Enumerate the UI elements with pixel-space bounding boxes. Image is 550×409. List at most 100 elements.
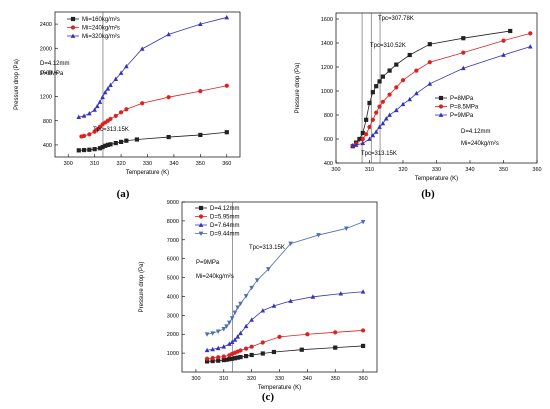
- marker-triangle-down: [316, 233, 321, 238]
- marker-circle: [198, 214, 204, 219]
- marker-triangle: [360, 289, 366, 294]
- marker-circle: [438, 104, 444, 109]
- marker-triangle: [243, 323, 249, 329]
- marker-triangle: [380, 120, 386, 126]
- x-tick-label: 330: [432, 167, 441, 173]
- marker-circle: [414, 68, 419, 73]
- y-tick-label: 1000: [321, 89, 333, 95]
- x-axis-label: Temperature (K): [126, 170, 169, 176]
- marker-triangle-down: [215, 329, 221, 334]
- marker-triangle: [350, 143, 356, 148]
- legend-label: D=7.64mm: [210, 223, 240, 229]
- marker-square: [81, 147, 87, 153]
- marker-triangle: [81, 113, 87, 118]
- marker-triangle: [92, 107, 97, 112]
- marker-triangle: [113, 76, 119, 81]
- y-tick-label: 6000: [167, 257, 179, 263]
- x-tick-label: 330: [275, 376, 284, 382]
- marker-triangle-down: [238, 301, 243, 307]
- marker-triangle: [215, 345, 221, 351]
- marker-circle: [374, 110, 379, 115]
- marker-square: [427, 42, 432, 47]
- x-tick-label: 310: [365, 167, 374, 173]
- marker-triangle-down: [254, 278, 260, 283]
- marker-circle: [260, 340, 265, 345]
- marker-triangle-down: [249, 285, 254, 291]
- marker-circle: [528, 31, 533, 36]
- marker-triangle: [166, 31, 171, 37]
- marker-triangle: [460, 65, 466, 71]
- marker-circle: [70, 25, 76, 30]
- y-tick-label: 800: [43, 119, 52, 125]
- legend: D=4.12mm D=5.95mm D=7.64mm D=9.44mm: [195, 205, 240, 238]
- y-tick-label: 2000: [40, 46, 52, 52]
- legend-label: P=9MPa: [450, 113, 474, 119]
- marker-circle: [216, 355, 221, 360]
- plot-frame: [335, 12, 538, 164]
- marker-square: [364, 117, 369, 122]
- marker-square: [407, 52, 412, 58]
- marker-square: [387, 68, 392, 73]
- marker-triangle: [76, 114, 82, 120]
- marker-square: [380, 74, 385, 79]
- marker-triangle: [360, 140, 366, 146]
- series-line: [352, 30, 511, 147]
- marker-triangle-down: [235, 305, 241, 310]
- marker-circle: [238, 348, 243, 353]
- x-tick-label: 310: [90, 161, 99, 167]
- marker-square: [100, 144, 105, 150]
- marker-triangle: [118, 70, 124, 75]
- legend-label: D=4.12mm: [210, 206, 240, 212]
- marker-square: [271, 349, 277, 355]
- marker-square: [221, 358, 226, 363]
- marker-circle: [377, 104, 382, 109]
- series-4: [204, 219, 366, 337]
- marker-square: [299, 347, 304, 352]
- x-tick-label: 360: [532, 167, 541, 173]
- marker-square: [357, 136, 362, 142]
- legend-label: Mi=160kg/m²s: [82, 17, 120, 23]
- x-tick-label: 300: [191, 376, 200, 382]
- marker-square: [508, 28, 513, 34]
- series-3: [350, 44, 533, 148]
- marker-triangle: [501, 52, 506, 57]
- x-tick-label: 340: [303, 376, 312, 382]
- marker-circle: [364, 132, 369, 137]
- y-tick-label: 5000: [167, 276, 179, 282]
- marker-triangle-down: [243, 294, 249, 299]
- marker-triangle: [249, 317, 254, 322]
- x-tick-label: 340: [169, 161, 178, 167]
- panel-caption: (c): [262, 391, 275, 403]
- marker-triangle: [198, 222, 204, 227]
- marker-circle: [277, 334, 282, 339]
- marker-square: [76, 148, 81, 153]
- marker-square: [216, 358, 221, 363]
- y-tick-label: 400: [43, 143, 52, 149]
- marker-triangle: [400, 101, 406, 107]
- marker-triangle: [224, 14, 230, 20]
- x-axis-label: Temperature (K): [415, 176, 458, 182]
- marker-circle: [87, 132, 92, 137]
- x-tick-label: 320: [247, 376, 256, 382]
- marker-square: [118, 139, 124, 144]
- x-tick-label: 360: [358, 376, 367, 382]
- marker-circle: [501, 38, 506, 43]
- y-tick-label: 9000: [167, 200, 179, 206]
- x-tick-label: 300: [64, 161, 73, 167]
- y-tick-label: 2400: [40, 22, 52, 28]
- marker-square: [438, 95, 444, 101]
- marker-circle: [210, 355, 215, 361]
- y-tick-label: 600: [324, 137, 333, 143]
- chart-panel-1: 300 310 320 330 340 350 360 400 800 1200 1600 2000 2…: [14, 11, 241, 200]
- marker-circle: [204, 356, 210, 361]
- marker-triangle: [238, 330, 243, 336]
- marker-square: [377, 79, 382, 84]
- marker-triangle-down: [210, 331, 215, 336]
- marker-triangle: [377, 124, 382, 129]
- marker-square: [367, 100, 372, 106]
- marker-triangle: [198, 21, 203, 26]
- marker-circle: [394, 85, 399, 90]
- marker-triangle-down: [198, 231, 204, 237]
- chart-panel-3: 300 310 320 330 340 350 360 1000 2000 3000 4000 500…: [139, 200, 378, 403]
- marker-square: [461, 36, 466, 41]
